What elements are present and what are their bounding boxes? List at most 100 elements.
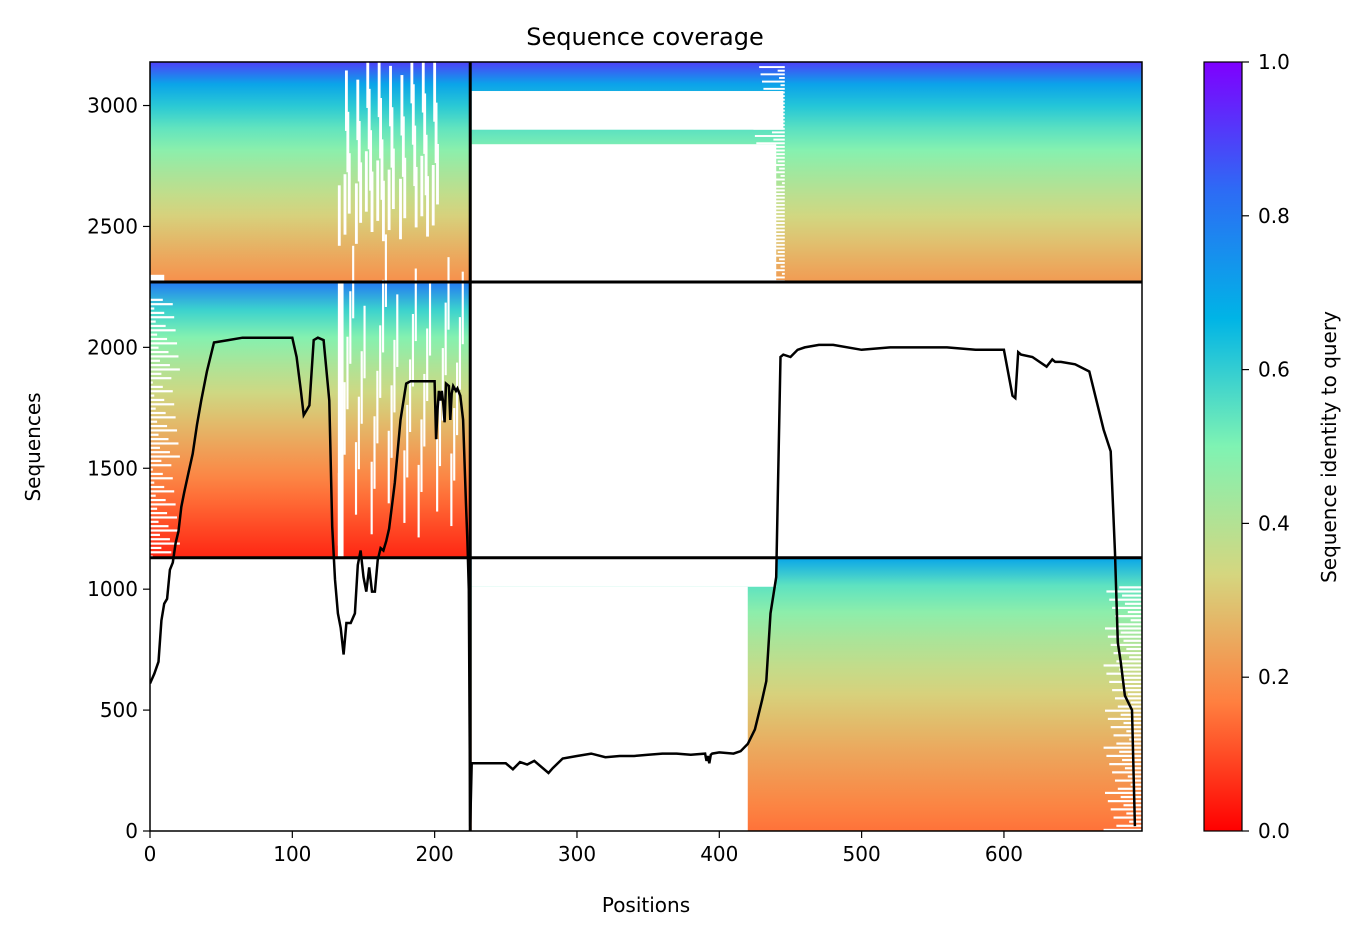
- gap-streak: [447, 257, 450, 330]
- gap-streak: [441, 348, 444, 421]
- gap-streak: [366, 62, 370, 108]
- gap-streak: [770, 124, 785, 127]
- gap-streak: [364, 151, 368, 212]
- gap-streak: [757, 240, 785, 243]
- gap-streak: [780, 174, 785, 177]
- gap-streak: [777, 160, 785, 163]
- coverage-gaps: [150, 62, 1142, 831]
- gap-streak: [779, 258, 785, 261]
- gap-streak: [150, 538, 170, 541]
- gap-streak: [773, 229, 785, 232]
- gap-streak: [370, 461, 373, 535]
- gap-streak: [1112, 771, 1142, 774]
- gap-streak: [403, 157, 407, 219]
- gap-streak: [360, 351, 363, 424]
- gap-streak: [150, 337, 168, 341]
- gap-streak: [767, 109, 785, 112]
- x-tick-label: 100: [273, 842, 311, 866]
- gap-streak: [150, 455, 180, 458]
- gap-streak: [150, 542, 180, 545]
- gap-streak: [150, 498, 166, 502]
- gap-streak: [343, 382, 346, 455]
- gap-streak: [753, 127, 785, 130]
- gap-streak: [150, 507, 158, 510]
- gap-streak: [776, 243, 785, 246]
- gap-streak: [1103, 746, 1142, 749]
- gap-streak: [399, 178, 402, 240]
- gap-streak: [428, 283, 432, 356]
- gap-streak: [150, 520, 159, 523]
- gap-streak: [354, 183, 358, 244]
- gap-streak: [766, 102, 785, 105]
- gap-streak: [776, 153, 785, 156]
- gap-streak: [1107, 635, 1142, 638]
- gap-streak: [777, 69, 785, 72]
- gap-region: [471, 557, 777, 587]
- gap-streak: [750, 113, 785, 116]
- gap-streak: [1130, 783, 1142, 786]
- gap-streak: [764, 185, 785, 188]
- gap-streak: [1103, 664, 1142, 667]
- gap-streak: [150, 385, 163, 388]
- gap-streak: [759, 66, 785, 69]
- gap-streak: [421, 62, 425, 113]
- gap-streak: [414, 268, 417, 342]
- gap-streak: [363, 305, 366, 379]
- gap-streak: [1124, 602, 1142, 605]
- gap-streak: [1116, 742, 1142, 745]
- gap-region: [337, 282, 344, 558]
- gap-streak: [349, 291, 352, 364]
- gap-streak: [763, 87, 785, 90]
- gap-streak: [403, 450, 406, 523]
- colorbar-tick-label: 0.4: [1258, 511, 1290, 535]
- gap-streak: [150, 546, 162, 550]
- gap-streak: [346, 111, 350, 173]
- gap-streak: [779, 76, 785, 79]
- coverage-line: [150, 336, 1137, 827]
- gap-streak: [760, 73, 785, 76]
- gap-streak: [150, 355, 179, 358]
- gap-streak: [359, 162, 363, 223]
- gap-streak: [777, 251, 785, 254]
- gap-streak: [373, 416, 376, 489]
- gap-streak: [150, 494, 156, 497]
- gap-streak: [780, 265, 785, 268]
- gap-streak: [150, 381, 153, 384]
- gap-streak: [756, 142, 785, 145]
- gap-streak: [1106, 672, 1142, 675]
- gap-streak: [150, 350, 169, 354]
- gap-streak: [417, 464, 420, 538]
- y-tick-label: 2500: [87, 214, 138, 238]
- colorbar: [1203, 61, 1243, 832]
- x-axis-label: Positions: [602, 893, 690, 917]
- colorbar-tick-label: 1.0: [1258, 50, 1290, 74]
- gap-streak: [1123, 639, 1142, 642]
- gap-streak: [436, 439, 439, 512]
- gap-streak: [761, 261, 785, 264]
- gap-streak: [1126, 647, 1142, 651]
- gap-streak: [1106, 754, 1142, 758]
- gap-streak: [455, 362, 459, 436]
- gap-streak: [764, 95, 785, 98]
- gap-streak: [150, 311, 165, 314]
- gap-region: [150, 274, 165, 283]
- gap-streak: [767, 200, 785, 203]
- gap-streak: [1110, 726, 1142, 729]
- gap-streak: [390, 385, 393, 458]
- gap-streak: [759, 156, 785, 159]
- gap-streak: [1113, 816, 1142, 819]
- gap-streak: [1122, 676, 1142, 679]
- gap-region: [471, 91, 784, 130]
- gap-streak: [433, 62, 437, 122]
- gap-streak: [1123, 804, 1142, 807]
- gap-streak: [1109, 680, 1142, 684]
- gap-streak: [381, 279, 385, 353]
- gap-streak: [774, 145, 785, 148]
- x-tick-label: 600: [985, 842, 1023, 866]
- gap-streak: [1120, 631, 1142, 634]
- gap-streak: [370, 171, 374, 233]
- gap-streak: [1119, 750, 1142, 753]
- gap-streak: [387, 169, 391, 231]
- gap-streak: [343, 174, 347, 235]
